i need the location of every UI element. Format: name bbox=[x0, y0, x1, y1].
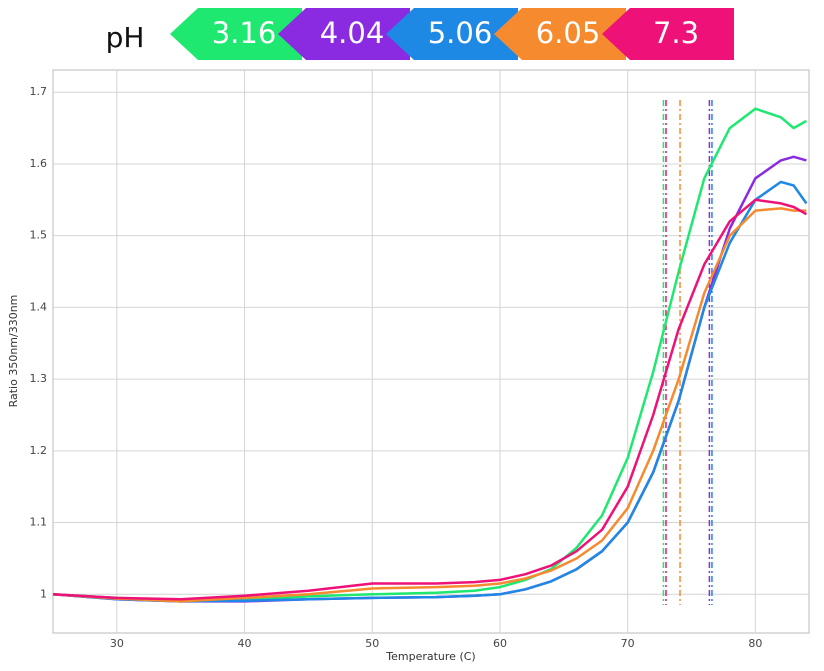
y-tick-label: 1.6 bbox=[30, 157, 48, 170]
y-tick-label: 1.5 bbox=[30, 229, 48, 242]
legend-swatch bbox=[494, 8, 626, 60]
legend-swatch bbox=[386, 8, 518, 60]
x-axis-label: Temperature (C) bbox=[385, 650, 475, 663]
legend-label: 7.3 bbox=[653, 16, 699, 50]
legend-item: 7.3 bbox=[602, 8, 734, 60]
plot-area bbox=[52, 69, 810, 634]
legend-swatch bbox=[602, 8, 734, 60]
legend-item: 4.04 bbox=[278, 8, 410, 60]
legend-item: 6.05 bbox=[494, 8, 626, 60]
y-tick-label: 1.4 bbox=[30, 300, 48, 313]
legend-label: 3.16 bbox=[212, 16, 277, 50]
legend-label: 5.06 bbox=[428, 16, 493, 50]
x-tick-label: 50 bbox=[365, 637, 379, 650]
series-line bbox=[52, 180, 808, 603]
y-tick-label: 1 bbox=[40, 587, 47, 600]
y-tick-label: 1.3 bbox=[30, 372, 48, 385]
series-line bbox=[52, 198, 808, 601]
legend-label: 6.05 bbox=[536, 16, 601, 50]
legend-item: 5.06 bbox=[386, 8, 518, 60]
x-tick-label: 70 bbox=[621, 637, 635, 650]
y-tick-label: 1.2 bbox=[30, 444, 48, 457]
legend-title: pH bbox=[106, 21, 145, 54]
x-tick-label: 30 bbox=[110, 637, 124, 650]
y-tick-label: 1.1 bbox=[30, 516, 48, 529]
y-axis-label: Ratio 350nm/330nm bbox=[7, 295, 20, 408]
legend-swatch bbox=[278, 8, 410, 60]
legend-item: 3.16 bbox=[170, 8, 302, 60]
y-tick-label: 1.7 bbox=[30, 85, 48, 98]
legend-swatch bbox=[170, 8, 302, 60]
legend-label: 4.04 bbox=[320, 16, 385, 50]
x-tick-label: 40 bbox=[238, 637, 252, 650]
x-tick-label: 80 bbox=[748, 637, 762, 650]
x-tick-label: 60 bbox=[493, 637, 507, 650]
series-line bbox=[52, 207, 807, 603]
